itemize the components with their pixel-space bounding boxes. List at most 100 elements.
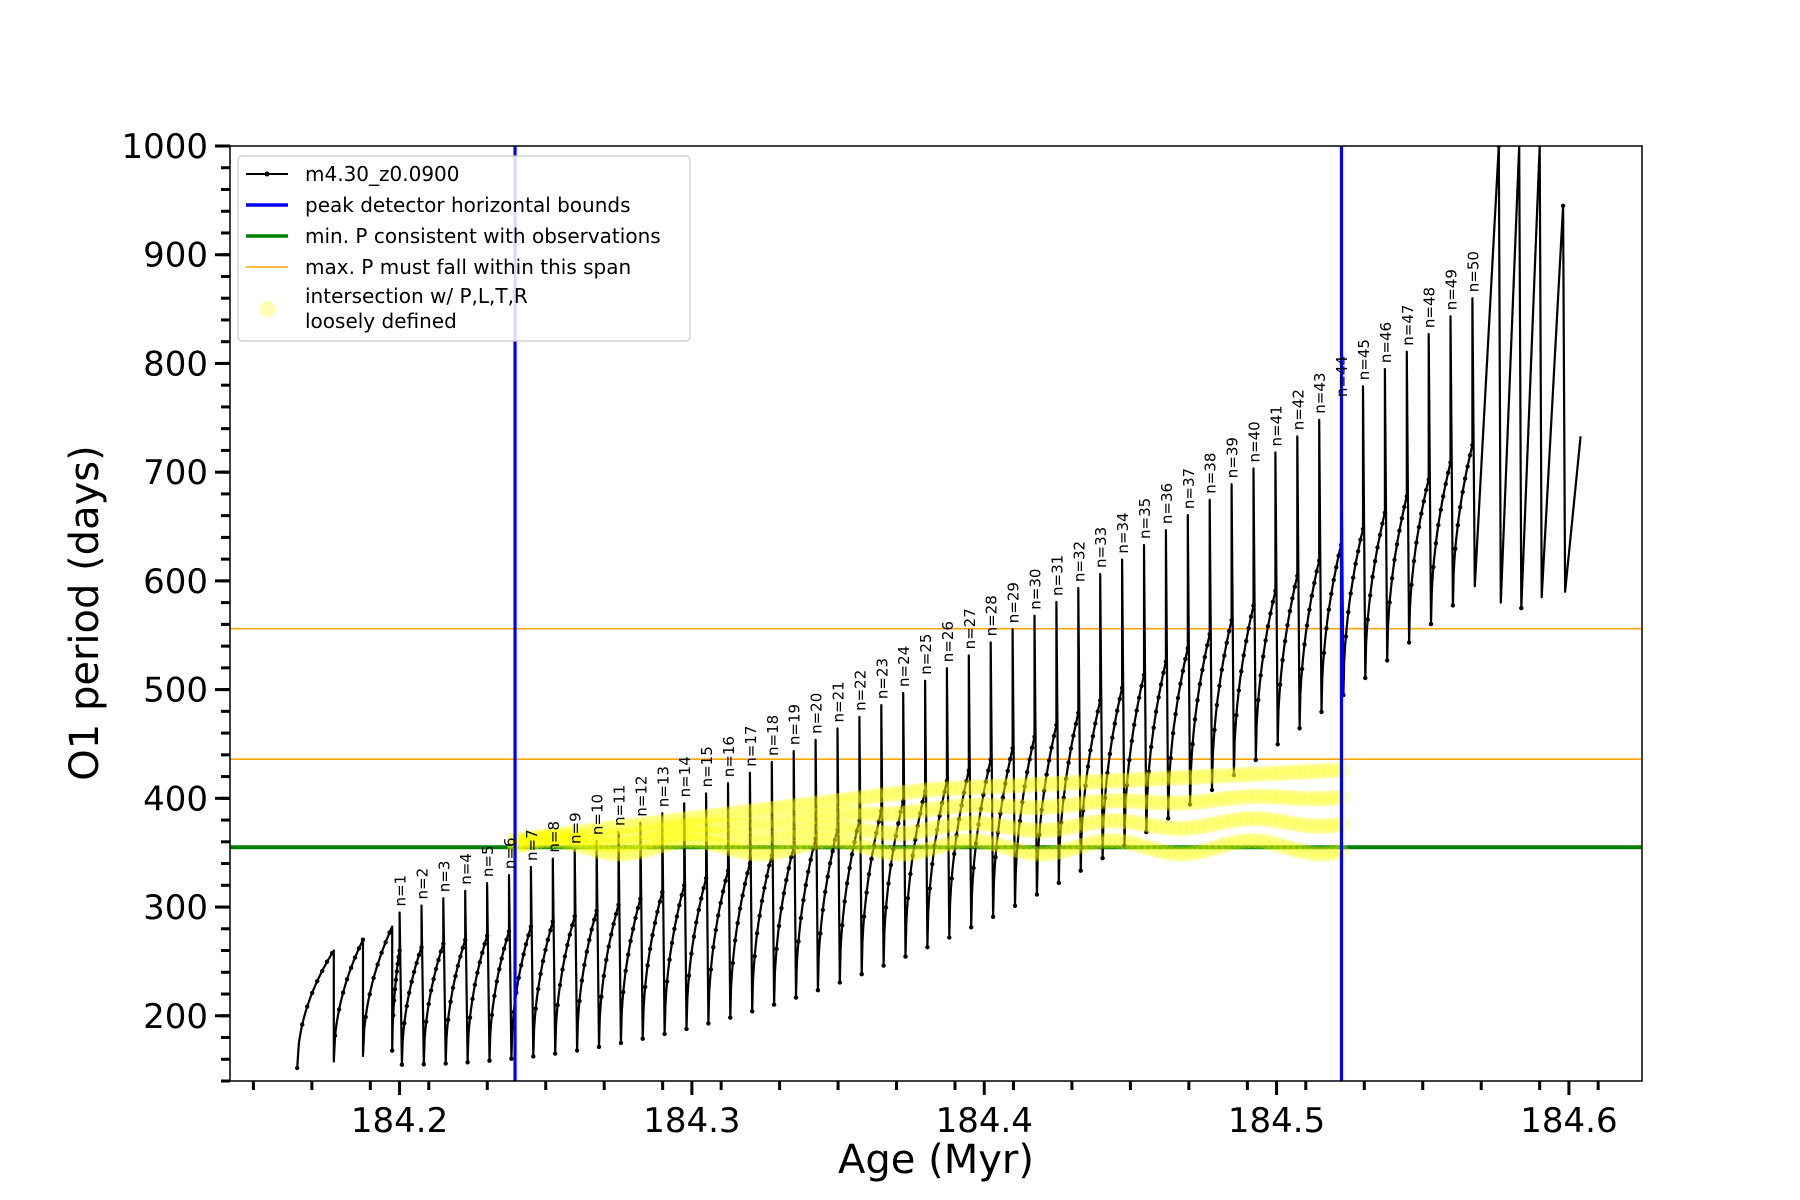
series-point: [723, 878, 728, 883]
intersection-point: [1279, 839, 1296, 856]
intersection-point: [1326, 762, 1343, 779]
series-point: [1200, 667, 1205, 673]
intersection-point: [1083, 794, 1100, 811]
intersection-point: [982, 778, 999, 795]
intersection-point: [964, 815, 981, 831]
intersection-point: [667, 812, 684, 829]
intersection-point: [786, 797, 803, 814]
series-point: [1433, 541, 1439, 546]
series-point: [820, 907, 825, 913]
series-point: [482, 941, 487, 947]
intersection-point: [887, 805, 904, 822]
series-point: [1346, 609, 1351, 615]
intersection-point: [1059, 775, 1076, 791]
series-point: [1129, 738, 1135, 744]
series-point: [1445, 470, 1451, 475]
series-point: [594, 908, 599, 913]
intersection-point: [881, 805, 898, 822]
series-point: [840, 923, 845, 928]
series-point: [1282, 638, 1288, 644]
intersection-point: [524, 834, 541, 851]
pulse-label: n=37: [1180, 468, 1198, 509]
intersection-point: [673, 826, 690, 842]
series-point: [1027, 757, 1032, 762]
intersection-point: [536, 831, 553, 848]
intersection-point: [1303, 817, 1320, 834]
series-point: [1115, 708, 1120, 713]
intersection-point: [994, 778, 1011, 795]
intersection-point: [1220, 790, 1236, 807]
intersection-point: [988, 836, 1005, 853]
x-tick-label: 184.5: [1228, 1101, 1325, 1141]
series-point: [592, 917, 597, 922]
series-point: [1205, 643, 1210, 648]
series-point: [1175, 695, 1181, 701]
intersection-point: [536, 832, 553, 849]
intersection-point: [1184, 845, 1201, 861]
series-point: [1049, 745, 1054, 750]
series-point: [657, 899, 663, 904]
series-point: [981, 792, 986, 797]
intersection-point: [530, 831, 547, 848]
series-point: [886, 881, 891, 886]
intersection-point: [542, 829, 559, 846]
series-point: [703, 876, 709, 881]
intersection-point: [988, 817, 1005, 834]
series-point: [1287, 608, 1293, 614]
intersection-point: [560, 831, 577, 848]
intersection-point: [1166, 820, 1183, 837]
intersection-point: [1172, 820, 1189, 837]
legend-label: intersection w/ P,L,T,R: [305, 284, 528, 308]
intersection-point: [1237, 788, 1254, 805]
series-point: [920, 799, 925, 805]
series-point: [438, 949, 444, 954]
series-point: [1098, 698, 1103, 703]
series-point: [935, 827, 940, 832]
intersection-point: [1089, 833, 1106, 850]
series-point: [1102, 795, 1108, 801]
series-point: [908, 871, 913, 877]
series-point: [379, 950, 384, 955]
series-point: [371, 975, 376, 981]
intersection-point: [839, 805, 856, 822]
intersection-point: [1261, 788, 1278, 805]
intersection-point: [827, 819, 844, 836]
intersection-point: [1041, 845, 1058, 862]
series-point: [1560, 203, 1566, 208]
intersection-point: [1035, 799, 1052, 816]
intersection-point: [863, 840, 880, 857]
series-point: [628, 938, 633, 944]
series-point: [1132, 722, 1137, 727]
intersection-point: [1214, 767, 1231, 784]
intersection-point: [1136, 771, 1153, 788]
intersection-point: [697, 834, 714, 851]
intersection-point: [1012, 821, 1029, 838]
pulse-label: n=4: [457, 853, 475, 885]
intersection-point: [875, 824, 892, 841]
series-point: [332, 1033, 338, 1038]
x-tick-label: 184.2: [351, 1101, 448, 1141]
intersection-point: [572, 837, 589, 854]
series-point: [1034, 892, 1040, 897]
series-point: [990, 914, 996, 919]
intersection-point: [1202, 816, 1219, 833]
series-point: [407, 990, 412, 995]
intersection-point: [1130, 815, 1147, 832]
intersection-point: [1071, 795, 1088, 812]
series-point: [1073, 721, 1079, 727]
intersection-point: [756, 845, 773, 862]
intersection-point: [792, 797, 809, 814]
intersection-point: [560, 828, 577, 845]
intersection-point: [1285, 841, 1302, 858]
intersection-point: [667, 834, 684, 851]
intersection-point: [1154, 794, 1171, 811]
intersection-point: [655, 829, 672, 846]
intersection-point: [970, 833, 987, 850]
intersection-point: [1297, 763, 1314, 780]
intersection-point: [1303, 763, 1320, 780]
intersection-point: [608, 836, 624, 853]
series-point: [458, 954, 463, 959]
intersection-point: [1142, 840, 1159, 857]
intersection-point: [1208, 815, 1225, 832]
series-point: [453, 973, 458, 979]
